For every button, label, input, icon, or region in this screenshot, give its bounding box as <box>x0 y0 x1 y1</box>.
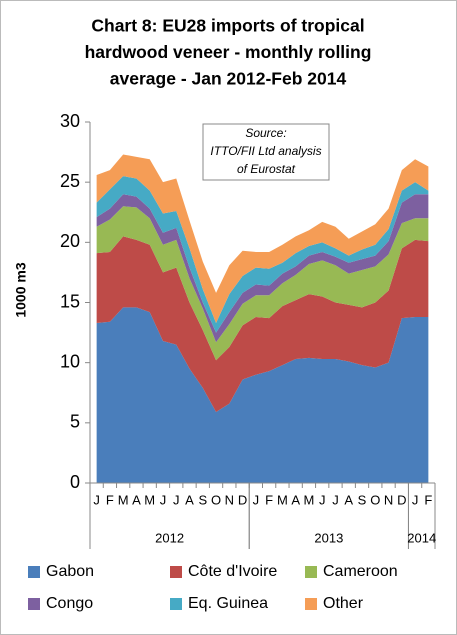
y-tick-label: 10 <box>60 351 80 371</box>
x-tick-label: M <box>144 492 155 507</box>
legend-label: Cameroon <box>323 563 398 580</box>
x-tick-label: F <box>106 492 114 507</box>
x-tick-label: M <box>277 492 288 507</box>
x-tick-label: O <box>211 492 221 507</box>
year-label: 2013 <box>314 530 343 545</box>
x-tick-label: S <box>358 492 367 507</box>
x-tick-label: J <box>253 492 260 507</box>
year-label: 2014 <box>407 530 436 545</box>
chart-title: average - Jan 2012-Feb 2014 <box>110 69 347 89</box>
x-tick-label: A <box>185 492 194 507</box>
y-axis-label: 1000 m3 <box>13 262 29 317</box>
x-tick-label: D <box>238 492 247 507</box>
area <box>96 206 429 361</box>
year-label: 2012 <box>155 530 184 545</box>
legend-label: Eq. Guinea <box>188 595 268 612</box>
legend-swatch <box>305 598 317 610</box>
x-tick-label: D <box>397 492 406 507</box>
area <box>96 307 429 483</box>
y-tick-label: 5 <box>70 412 80 432</box>
x-tick-label: M <box>118 492 129 507</box>
y-tick-label: 25 <box>60 171 80 191</box>
legend-swatch <box>28 598 40 610</box>
annotation: of Eurostat <box>237 162 296 176</box>
annotation-box <box>202 123 330 181</box>
chart-title: hardwood veneer - monthly rolling <box>85 42 372 62</box>
x-tick-label: J <box>173 492 180 507</box>
x-tick-label: F <box>424 492 432 507</box>
x-tick-label: F <box>265 492 273 507</box>
x-tick-label: J <box>93 492 100 507</box>
area <box>96 194 429 343</box>
x-tick-label: J <box>160 492 167 507</box>
x-tick-label: A <box>132 492 141 507</box>
legend-label: Other <box>323 595 364 612</box>
x-tick-label: J <box>319 492 326 507</box>
area <box>96 236 429 413</box>
legend-label: Congo <box>46 595 93 612</box>
legend-swatch <box>170 598 182 610</box>
y-tick-label: 0 <box>70 472 80 492</box>
x-tick-label: N <box>225 492 234 507</box>
legend-swatch <box>28 566 40 578</box>
x-tick-label: S <box>198 492 207 507</box>
legend-swatch <box>170 566 182 578</box>
y-tick-label: 30 <box>60 111 80 131</box>
area <box>96 154 429 323</box>
x-tick-label: J <box>412 492 419 507</box>
chart-title: Chart 8: EU28 imports of tropical <box>91 16 364 36</box>
y-tick-label: 20 <box>60 231 80 251</box>
x-tick-label: O <box>370 492 380 507</box>
annotation: ITTO/FII Ltd analysis <box>210 144 321 158</box>
legend-swatch <box>305 566 317 578</box>
x-tick-label: J <box>332 492 339 507</box>
x-tick-label: A <box>344 492 353 507</box>
legend-label: Côte d'Ivoire <box>188 563 277 580</box>
legend-label: Gabon <box>46 563 94 580</box>
x-tick-label: A <box>291 492 300 507</box>
x-tick-label: M <box>304 492 315 507</box>
area <box>96 176 429 333</box>
y-tick-label: 15 <box>60 291 80 311</box>
annotation: Source: <box>245 126 286 140</box>
x-tick-label: N <box>384 492 393 507</box>
